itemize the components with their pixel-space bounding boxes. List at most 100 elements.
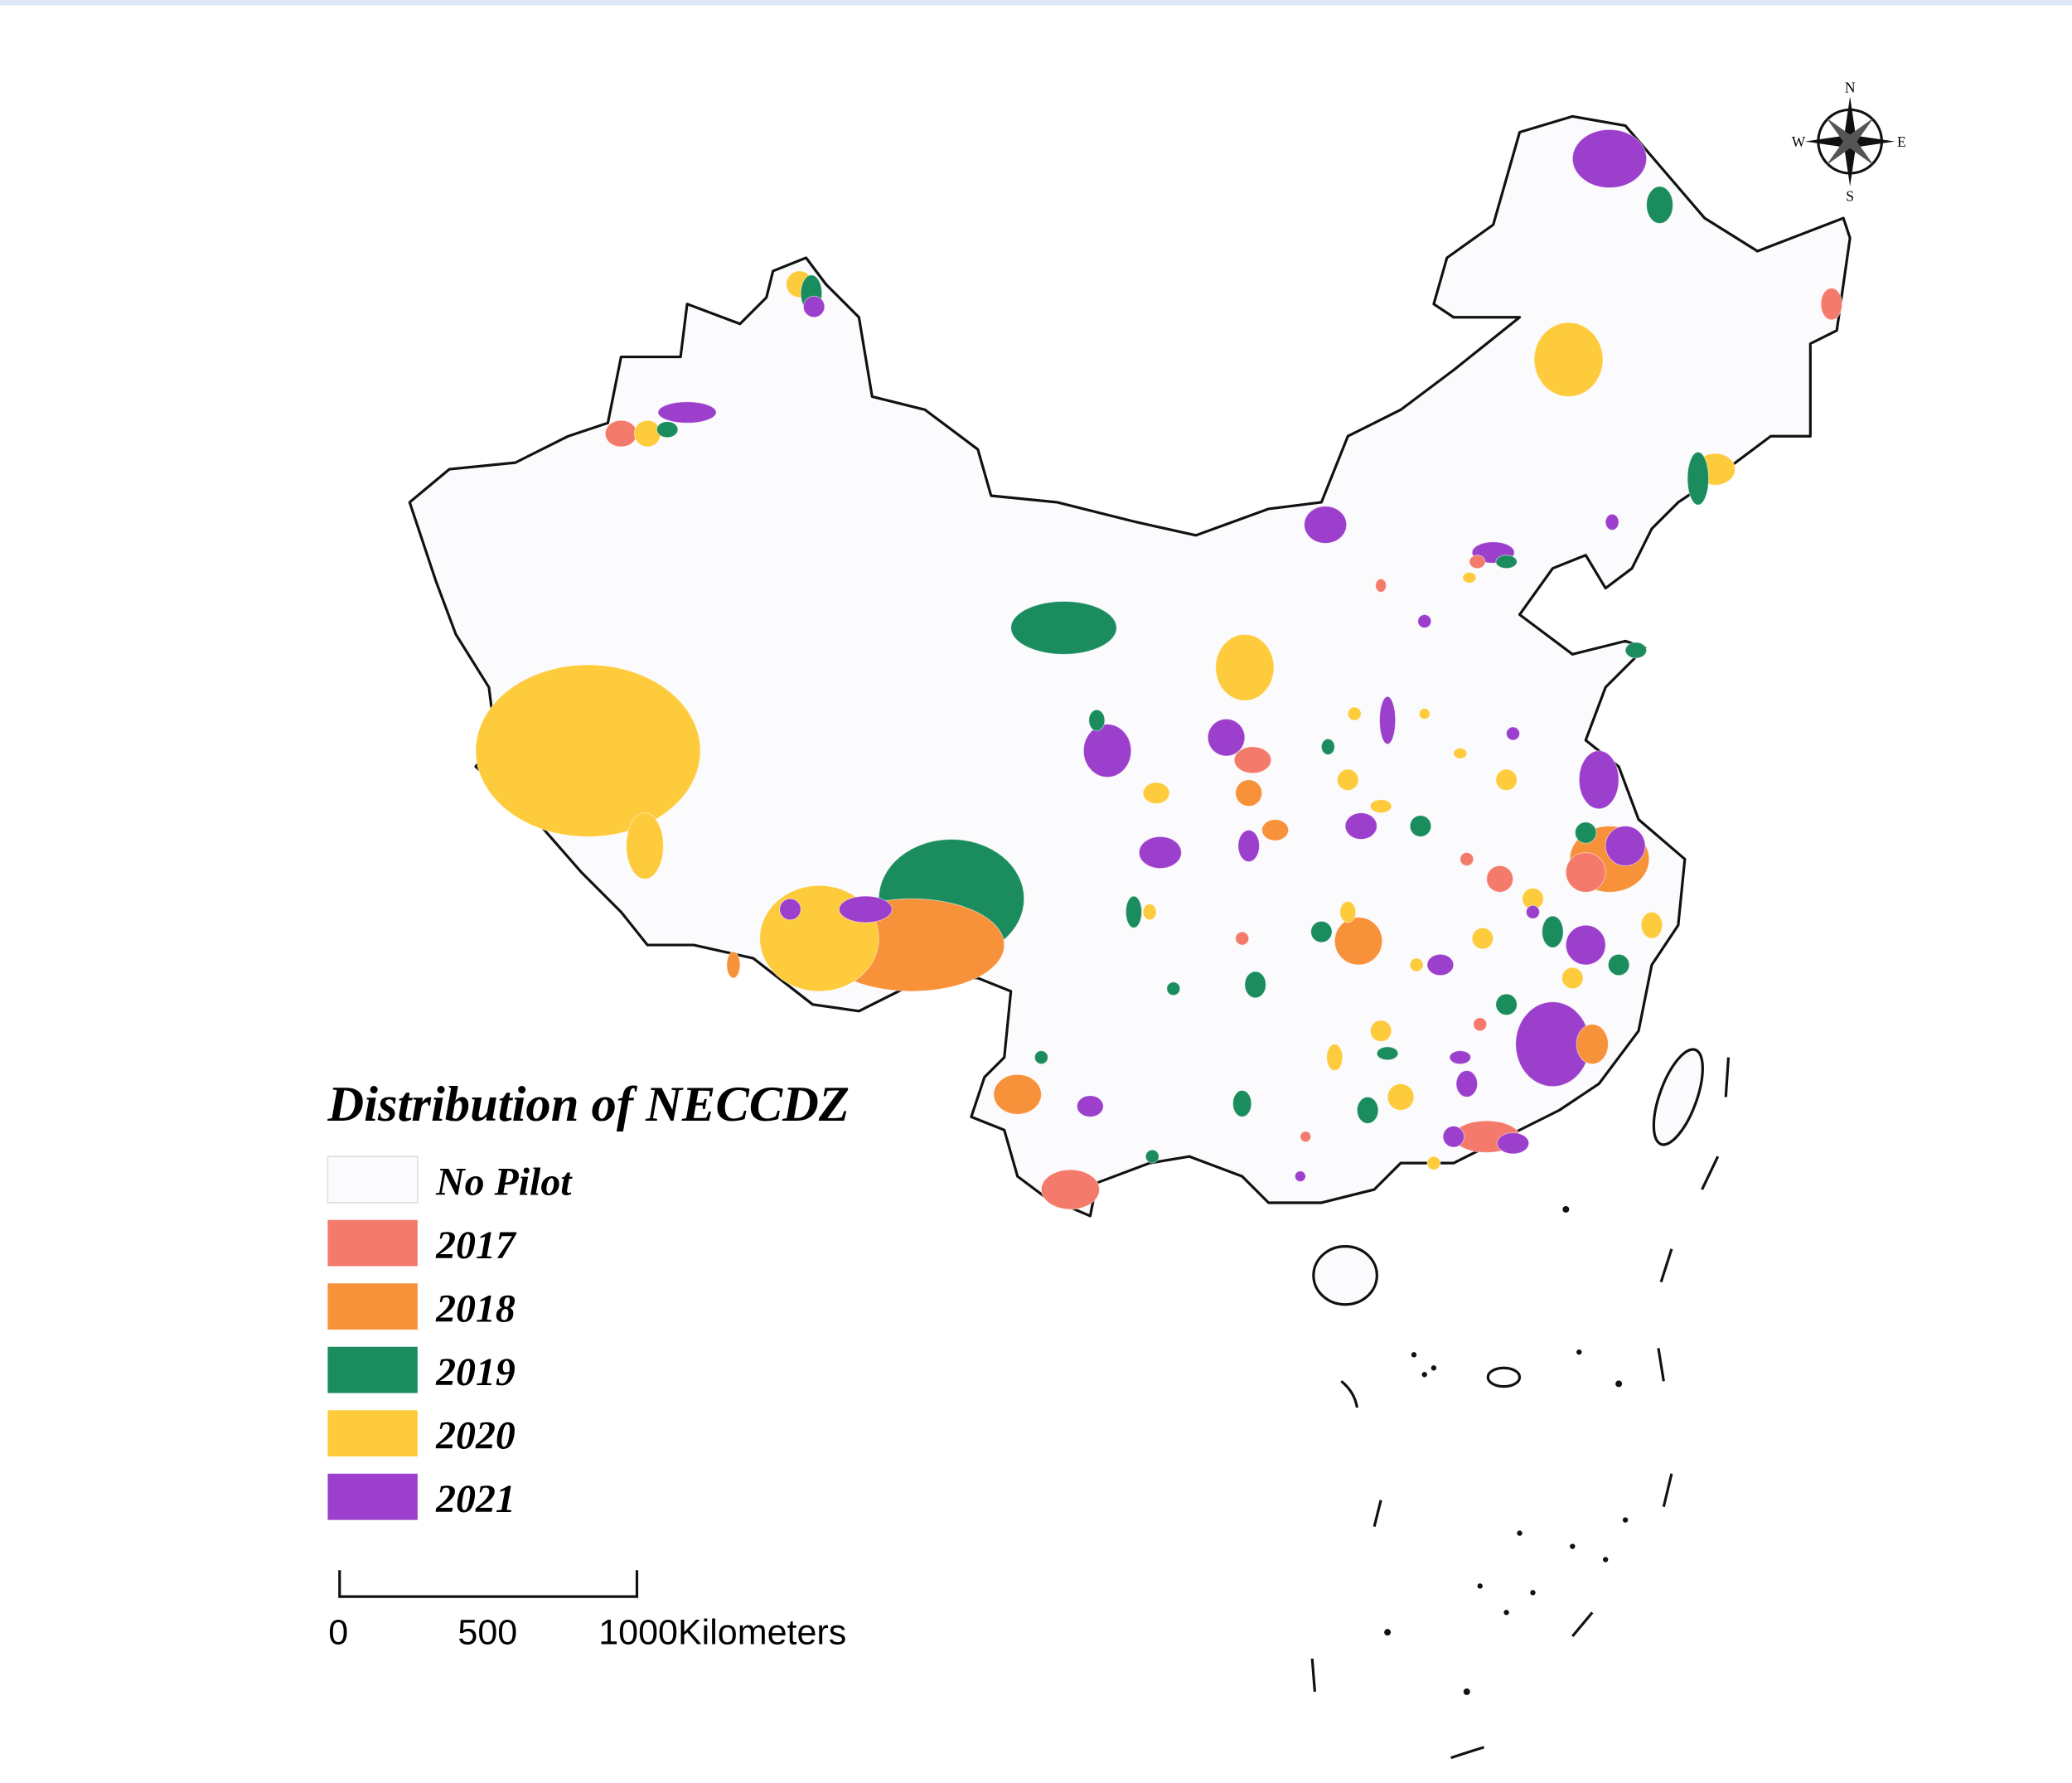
legend-label: 2021 bbox=[435, 1477, 516, 1521]
pilot-area bbox=[1125, 895, 1143, 928]
pilot-area bbox=[1640, 911, 1663, 939]
pilot-area bbox=[838, 895, 893, 923]
top-strip bbox=[0, 0, 2072, 6]
pilot-area bbox=[1237, 829, 1260, 863]
pilot-area bbox=[1337, 768, 1359, 792]
pilot-area bbox=[779, 898, 801, 921]
compass: N S W E bbox=[1792, 80, 1906, 205]
pilot-area bbox=[1295, 1170, 1306, 1182]
pilot-area bbox=[1300, 1131, 1312, 1143]
pilot-area bbox=[1233, 746, 1272, 774]
pilot-area bbox=[656, 421, 679, 438]
pilot-area bbox=[1646, 186, 1673, 225]
pilot-area bbox=[1344, 812, 1377, 840]
pilot-area bbox=[1379, 695, 1397, 745]
pilot-area bbox=[1409, 957, 1424, 972]
pilot-area bbox=[1326, 1044, 1343, 1072]
pilot-area bbox=[1369, 1020, 1392, 1042]
mainland-outline bbox=[408, 114, 1852, 1218]
china-map bbox=[408, 114, 1852, 1760]
pilot-area bbox=[726, 951, 741, 979]
pilot-area bbox=[1426, 953, 1455, 976]
pilot-area bbox=[1453, 748, 1468, 759]
pilot-area bbox=[1460, 851, 1474, 866]
scale-bar-line bbox=[338, 1570, 639, 1598]
compass-needle bbox=[1826, 117, 1874, 166]
legend-swatch bbox=[327, 1156, 419, 1204]
pilot-area bbox=[1040, 1169, 1101, 1210]
legend-label: 2017 bbox=[435, 1223, 517, 1267]
pilot-area bbox=[604, 419, 637, 448]
pilot-area bbox=[475, 664, 701, 837]
pilot-area bbox=[1820, 288, 1843, 321]
pilot-area bbox=[1076, 1095, 1104, 1117]
legend-swatch bbox=[327, 1283, 418, 1330]
legend-label: 2019 bbox=[435, 1350, 516, 1394]
pilot-area bbox=[1339, 900, 1357, 923]
pilot-area bbox=[1495, 555, 1518, 569]
pilot-area bbox=[1387, 1083, 1415, 1111]
pilot-area bbox=[1334, 917, 1383, 966]
pilot-area bbox=[1082, 724, 1132, 778]
pilot-area bbox=[993, 1073, 1042, 1115]
pilot-area bbox=[1356, 1096, 1379, 1124]
compass-s: S bbox=[1846, 187, 1854, 204]
legend-title: Distribution of NECCDZ bbox=[327, 1077, 849, 1132]
pilot-area bbox=[1034, 1050, 1048, 1065]
legend-label: 2020 bbox=[435, 1414, 516, 1458]
pilot-area bbox=[1462, 571, 1477, 584]
pilot-area bbox=[1142, 904, 1157, 921]
pilot-area bbox=[1542, 915, 1564, 948]
pilot-area bbox=[1244, 971, 1266, 999]
pilot-area bbox=[1469, 555, 1486, 569]
pilot-area bbox=[1376, 1046, 1399, 1061]
scale-bar: 0 500 1000Kilometers bbox=[328, 1570, 846, 1653]
pilot-area bbox=[1578, 750, 1619, 810]
legend: No Pilot 2017 2018 2019 2020 2021 bbox=[327, 1156, 573, 1521]
pilot-area bbox=[1010, 601, 1117, 655]
pilot-area bbox=[802, 295, 825, 318]
pilot-area bbox=[1304, 506, 1348, 544]
pilot-area bbox=[1145, 1149, 1159, 1164]
islands bbox=[1384, 1205, 1629, 1695]
pilot-area bbox=[1235, 779, 1263, 807]
pilot-area bbox=[1624, 642, 1648, 659]
pilot-area bbox=[1235, 931, 1250, 946]
pilot-area bbox=[1347, 706, 1362, 721]
pilot-area bbox=[1565, 851, 1606, 893]
pilot-area bbox=[1138, 836, 1182, 870]
legend-label: No Pilot bbox=[435, 1160, 573, 1204]
pilot-area bbox=[1207, 718, 1246, 757]
pilot-area bbox=[1607, 953, 1630, 976]
pilot-area bbox=[1575, 821, 1597, 844]
pilot-area bbox=[1496, 1131, 1530, 1155]
compass-n: N bbox=[1845, 80, 1856, 96]
legend-swatch bbox=[327, 1346, 418, 1393]
pilot-area bbox=[1506, 726, 1521, 741]
pilot-area bbox=[1442, 1126, 1465, 1148]
compass-w: W bbox=[1792, 133, 1806, 150]
pilot-area bbox=[1426, 1156, 1441, 1170]
pilot-area bbox=[657, 401, 717, 424]
legend-label: 2018 bbox=[435, 1286, 516, 1330]
taiwan-island bbox=[1652, 1048, 1704, 1146]
pilot-area bbox=[1449, 1050, 1472, 1065]
pilot-area bbox=[1409, 815, 1432, 837]
pilot-area bbox=[633, 419, 661, 448]
pilot-areas bbox=[475, 128, 1843, 1210]
legend-swatch bbox=[327, 1219, 418, 1267]
pilot-area bbox=[1486, 865, 1514, 893]
compass-e: E bbox=[1897, 133, 1906, 150]
pilot-area bbox=[1565, 924, 1606, 966]
pilot-area bbox=[1605, 826, 1646, 866]
pilot-area bbox=[1320, 738, 1335, 755]
pilot-area bbox=[1571, 128, 1648, 188]
pilot-area bbox=[1495, 768, 1518, 792]
pilot-area bbox=[1166, 981, 1181, 996]
pilot-area bbox=[1261, 819, 1290, 841]
legend-swatch bbox=[327, 1473, 418, 1520]
pilot-area bbox=[1232, 1089, 1252, 1117]
legend-swatch bbox=[327, 1410, 418, 1457]
pilot-area bbox=[1215, 633, 1275, 701]
